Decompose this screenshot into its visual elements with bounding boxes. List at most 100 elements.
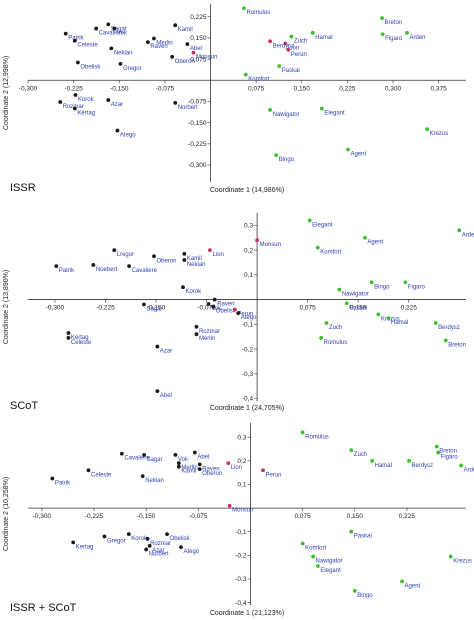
data-point [370, 458, 375, 463]
y-axis-label: Coordinate 2 (13,890%) [3, 270, 10, 344]
data-point [277, 64, 282, 69]
data-point [173, 23, 178, 28]
data-point-label: Elegant [312, 222, 333, 228]
data-point [72, 38, 77, 43]
data-point [315, 245, 320, 250]
panel-title: ISSR + SCoT [10, 602, 77, 614]
y-tick-label: 0,075 [190, 56, 207, 63]
data-point [176, 461, 181, 466]
data-point [236, 311, 241, 316]
data-point [142, 302, 146, 307]
data-point [91, 263, 96, 267]
data-point-label: Vok [178, 457, 189, 463]
panel-title: SCoT [10, 400, 38, 412]
data-point-label: Arden [462, 232, 474, 238]
data-point-label: Merlin [156, 40, 172, 46]
data-point [403, 280, 408, 285]
data-point [407, 458, 411, 463]
data-point [118, 61, 123, 66]
data-point-label: Abel [160, 393, 172, 399]
data-point-label: Sagar [146, 307, 162, 313]
data-point [349, 529, 354, 534]
data-point-label: Rozmar [199, 329, 220, 335]
data-point [170, 54, 175, 59]
data-point [192, 450, 197, 455]
data-point [73, 93, 78, 97]
y-tick-label: -0,1 [242, 322, 254, 329]
data-point [363, 235, 367, 240]
data-point-label: Lion [288, 46, 299, 52]
data-point [211, 304, 216, 309]
x-tick-label: -0,225 [85, 513, 104, 520]
y-tick-label: -0,2 [242, 346, 254, 353]
x-tick-label: -0,150 [147, 305, 166, 312]
data-point-label: Azar [111, 102, 123, 108]
x-tick-label: 0,300 [385, 85, 402, 92]
data-point-label: Korok [78, 97, 95, 103]
y-tick-label: 0,2 [244, 247, 253, 254]
x-tick-label: 0,075 [248, 85, 265, 92]
data-point-label: Neklan [114, 50, 133, 56]
data-point [349, 448, 354, 453]
data-point [109, 46, 114, 51]
data-point [242, 6, 246, 11]
data-point-label: Nawigator [316, 559, 343, 565]
data-point-label: Hamal [391, 320, 408, 326]
data-point-label: Oberon [202, 471, 222, 477]
data-point [425, 127, 429, 132]
y-tick-label: -0,2 [235, 553, 247, 560]
data-point [283, 41, 288, 46]
data-point [63, 31, 68, 36]
data-point [112, 26, 117, 31]
data-point [66, 336, 71, 340]
data-point-label: Kamil [178, 27, 193, 33]
data-point-label: Lion [231, 465, 242, 471]
y-tick-label: -0,150 [188, 120, 207, 127]
data-point [94, 26, 99, 31]
data-point [86, 468, 91, 473]
data-point-label: Agent [367, 240, 383, 246]
y-tick-label: 0,2 [237, 458, 246, 465]
x-tick-label: -0,300 [19, 85, 38, 92]
data-point-label: Abel [197, 455, 209, 461]
data-point-label: Krezus [381, 316, 400, 322]
data-point-label: Lregor [117, 252, 134, 258]
x-tick-label: 0,225 [339, 85, 356, 92]
data-point-label: Raven [202, 466, 219, 472]
data-point-label: Patrik [55, 481, 71, 487]
data-point [144, 547, 149, 552]
data-point [194, 324, 199, 329]
data-point [72, 106, 77, 111]
data-point-label: Oberon [175, 59, 195, 65]
data-point-label: Neklan [145, 478, 164, 484]
data-point-label: Sagar [147, 457, 163, 463]
data-point [182, 258, 187, 262]
data-point-label: Kamil [181, 469, 196, 475]
data-point-label: Elegant [320, 568, 341, 574]
data-point [289, 34, 294, 39]
data-point-label: Arden [409, 35, 425, 41]
data-point-label: Berdysz [438, 325, 460, 331]
data-point [173, 453, 178, 457]
data-point [66, 331, 71, 335]
y-tick-label: 0,225 [190, 14, 207, 21]
data-point [324, 321, 329, 325]
x-tick-label: 0,075 [300, 305, 317, 312]
data-point [232, 307, 237, 312]
data-point [433, 321, 438, 325]
y-tick-label: 0,150 [190, 35, 207, 42]
data-point-label: Celeste [77, 43, 98, 49]
data-point [434, 444, 439, 449]
data-point [436, 450, 441, 455]
data-point [58, 100, 63, 104]
issr-scot-scatter-panel: ISSR + SCoT -0,300 -0,225 -0,150 -0,075 0,07… [3, 423, 474, 617]
x-tick-label: -0,150 [110, 85, 129, 92]
data-point-label: Perun [237, 311, 253, 317]
data-point-label: Obelisk [80, 64, 101, 70]
data-point [310, 30, 315, 35]
data-point-label: Cavaliere [124, 456, 150, 462]
data-point-label: Nawigator [273, 112, 300, 118]
data-point-label: Gregor [107, 538, 126, 544]
data-point [191, 50, 196, 55]
